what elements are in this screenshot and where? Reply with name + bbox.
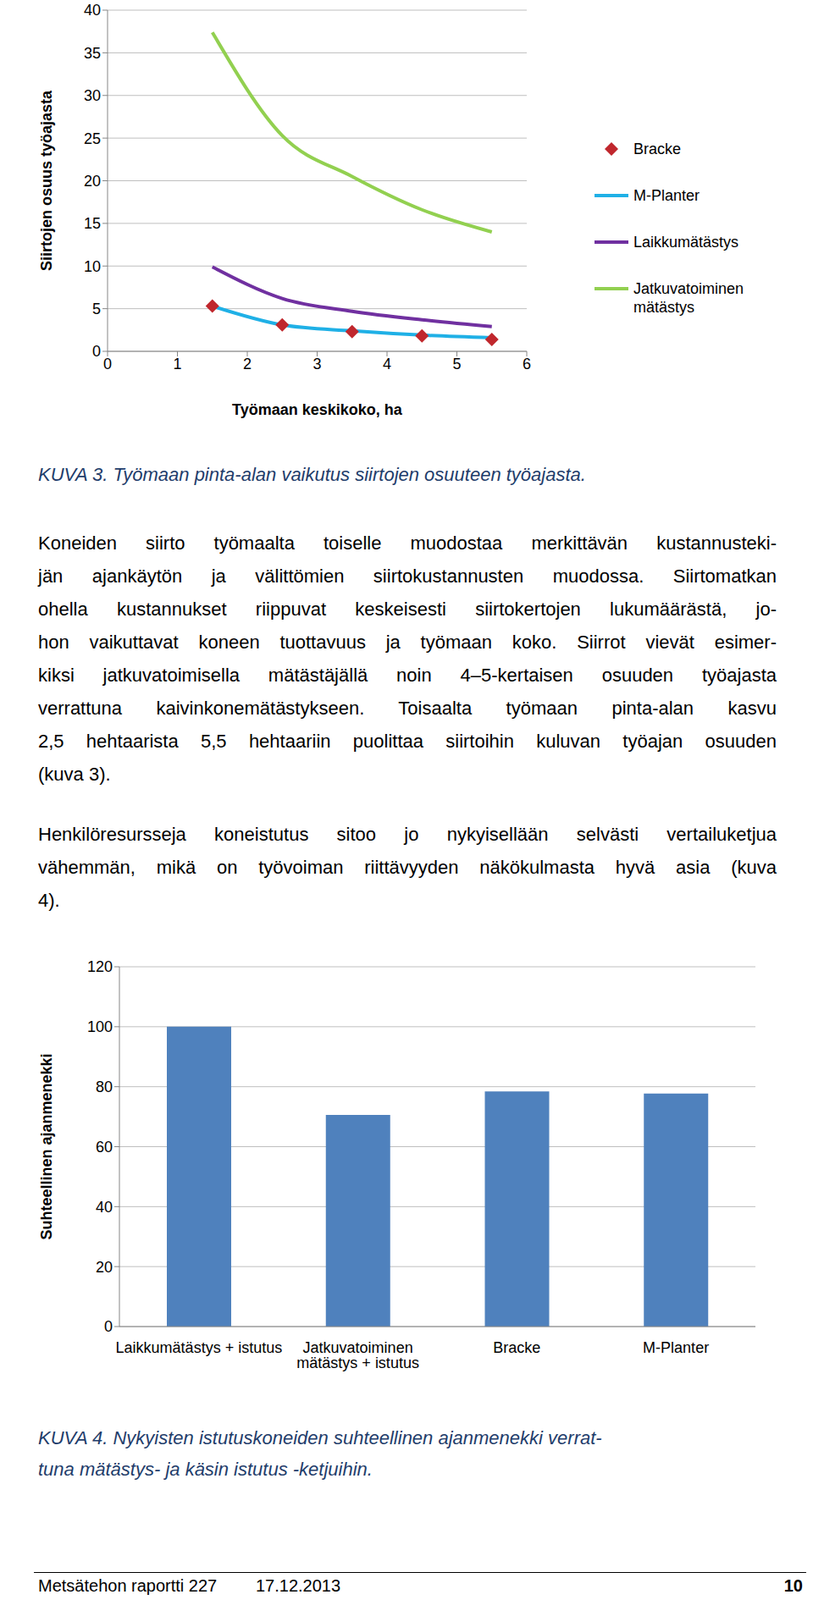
svg-text:40: 40 <box>83 1 101 19</box>
svg-text:30: 30 <box>83 87 101 105</box>
html-text:17.12.2013: 17.12.2013 <box>255 1576 341 1596</box>
html-text:verrattuna kaivinkonemätästyks: verrattuna kaivinkonemätästykseen. Toisa… <box>38 697 777 719</box>
html-text:jän ajankäytön ja välittömien: jän ajankäytön ja välittömien siirtokust… <box>38 565 777 587</box>
html-text:Henkilöresursseja koneistutus: Henkilöresursseja koneistutus sitoo jo n… <box>38 824 777 846</box>
html-text:Bracke: Bracke <box>633 140 681 158</box>
svg-text:1: 1 <box>172 355 182 373</box>
svg-text:M-Planter: M-Planter <box>642 1339 709 1357</box>
svg-text:Bracke: Bracke <box>492 1339 541 1357</box>
svg-text:Siirtojen osuus työajasta: Siirtojen osuus työajasta <box>38 89 56 271</box>
svg-text:0: 0 <box>104 1318 113 1336</box>
html-text:2,5 hehtaarista 5,5 hehtaariin: 2,5 hehtaarista 5,5 hehtaariin puolittaa… <box>38 730 777 753</box>
html-text:vähemmän, mikä on työvoiman ri: vähemmän, mikä on työvoiman riittävyyden… <box>38 857 777 879</box>
html-text:10: 10 <box>784 1576 803 1596</box>
svg-text:80: 80 <box>95 1078 113 1096</box>
html-text:Jatkuvatoiminen mätästys: Jatkuvatoiminen mätästys <box>633 280 744 316</box>
html-text:KUVA 4. Nykyisten istutuskonei: KUVA 4. Nykyisten istutuskoneiden suhtee… <box>38 1427 602 1450</box>
svg-text:15: 15 <box>83 215 101 233</box>
svg-text:3: 3 <box>312 355 321 373</box>
svg-text:10: 10 <box>83 258 101 276</box>
svg-text:25: 25 <box>83 130 101 148</box>
html-text:kiksi jatkuvatoimisella mätäst: kiksi jatkuvatoimisella mätästäjällä noi… <box>38 664 777 686</box>
html-text:KUVA 3. Työmaan pinta-alan vai: KUVA 3. Työmaan pinta-alan vaikutus siir… <box>38 464 586 486</box>
html-text:ohella kustannukset riippuvat: ohella kustannukset riippuvat keskeisest… <box>38 598 777 620</box>
html-text:Metsätehon raportti 227: Metsätehon raportti 227 <box>38 1576 218 1596</box>
svg-text:35: 35 <box>83 44 101 62</box>
html-text:(kuva 3).: (kuva 3). <box>38 763 111 786</box>
svg-text:100: 100 <box>87 1018 113 1036</box>
svg-text:Suhteellinen ajanmenekki: Suhteellinen ajanmenekki <box>38 1053 56 1240</box>
svg-text:5: 5 <box>92 300 101 318</box>
html-text:hon vaikuttavat koneen tuottav: hon vaikuttavat koneen tuottavuus ja työ… <box>38 631 777 653</box>
html-text:tuna mätästys- ja käsin istutu: tuna mätästys- ja käsin istutus -ketjuih… <box>38 1459 373 1481</box>
svg-text:20: 20 <box>95 1259 113 1277</box>
svg-text:2: 2 <box>243 355 252 373</box>
svg-text:6: 6 <box>522 355 531 373</box>
svg-text:60: 60 <box>95 1139 113 1156</box>
svg-text:5: 5 <box>452 355 461 373</box>
svg-text:40: 40 <box>95 1199 113 1217</box>
html-text:M-Planter: M-Planter <box>633 187 700 205</box>
svg-text:20: 20 <box>83 172 101 190</box>
svg-text:0: 0 <box>92 342 101 360</box>
svg-text:120: 120 <box>87 958 113 976</box>
svg-text:Työmaan keskikoko, ha: Työmaan keskikoko, ha <box>232 401 404 419</box>
html-text:Laikkumätästys: Laikkumätästys <box>633 233 739 251</box>
svg-text:Jatkuvatoiminenmätästys + istu: Jatkuvatoiminenmätästys + istutus <box>296 1339 420 1372</box>
svg-text:Laikkumätästys + istutus: Laikkumätästys + istutus <box>116 1339 283 1357</box>
html-text:4).: 4). <box>38 890 60 912</box>
svg-text:4: 4 <box>382 355 392 373</box>
html-text:Koneiden siirto työmaalta tois: Koneiden siirto työmaalta toiselle muodo… <box>38 532 777 554</box>
svg-text:0: 0 <box>103 355 112 373</box>
